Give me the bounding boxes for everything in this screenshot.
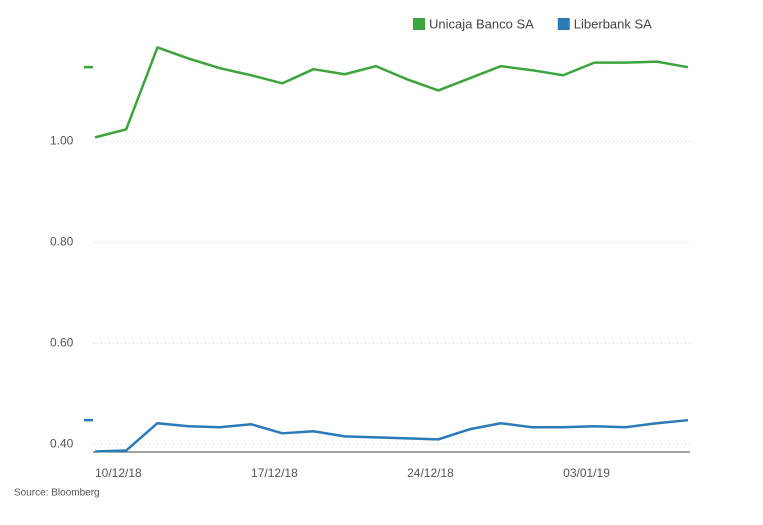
legend: Unicaja Banco SA Liberbank SA bbox=[413, 16, 652, 31]
legend-swatch bbox=[557, 18, 570, 30]
x-tick-label: 03/01/19 bbox=[563, 466, 610, 480]
y-tick-label: 0.60 bbox=[50, 336, 74, 350]
y-tick-label: 1.00 bbox=[50, 134, 74, 148]
legend-label: Liberbank SA bbox=[574, 16, 652, 31]
legend-swatch bbox=[413, 18, 425, 30]
series-line bbox=[94, 418, 689, 453]
series-line bbox=[94, 46, 689, 139]
x-tick-label: 24/12/18 bbox=[407, 466, 454, 480]
source: Source: Bloomberg bbox=[14, 488, 100, 499]
x-tick-label: 10/12/18 bbox=[95, 466, 142, 480]
y-tick-label: 0.40 bbox=[50, 437, 74, 451]
x-tick-label: 17/12/18 bbox=[251, 466, 298, 480]
y-tick-label: 0.80 bbox=[50, 235, 74, 249]
legend-label: Unicaja Banco SA bbox=[429, 16, 534, 31]
